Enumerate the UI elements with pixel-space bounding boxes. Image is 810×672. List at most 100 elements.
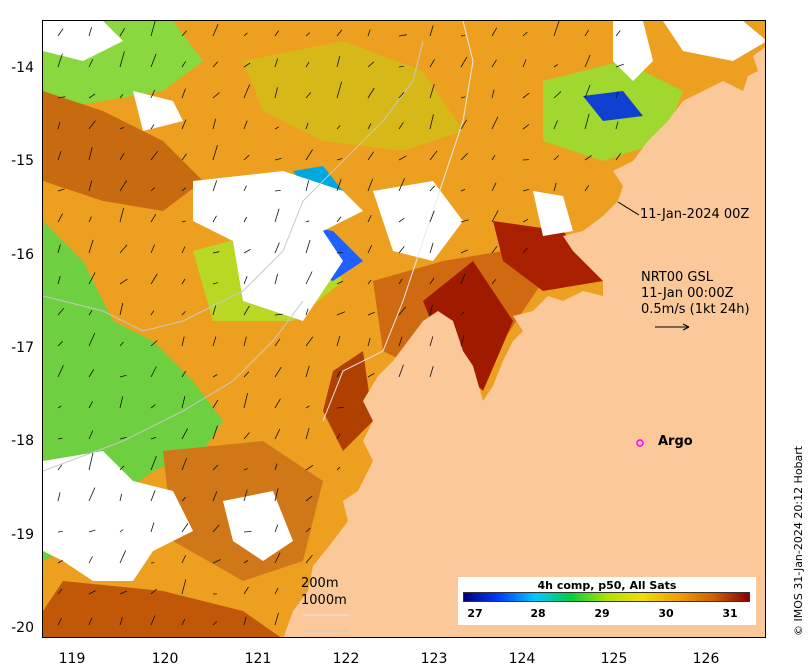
current-vector (243, 468, 248, 471)
current-vector (274, 313, 283, 316)
current-vector (88, 59, 94, 68)
current-vector (367, 178, 374, 192)
current-vector (553, 155, 559, 161)
argo-label: Argo (658, 434, 693, 449)
current-vector (274, 87, 278, 99)
sst-hot-coastal-2 (423, 261, 513, 391)
current-vector (243, 586, 249, 595)
current-vector (243, 216, 248, 223)
current-vector (57, 275, 61, 285)
current-vector (305, 122, 309, 130)
current-vector (522, 189, 530, 192)
sst-map (42, 20, 766, 638)
current-vector (274, 366, 282, 378)
current-vector (57, 151, 62, 161)
current-vector (274, 428, 281, 440)
current-vector (88, 332, 96, 347)
current-vector (212, 24, 219, 37)
current-vector (57, 188, 65, 192)
current-vector (615, 91, 619, 99)
current-vector (243, 154, 250, 161)
current-vector (584, 29, 589, 37)
current-vector (522, 59, 527, 68)
current-vector (274, 273, 279, 285)
current-vector (305, 554, 313, 564)
current-vector (150, 366, 157, 378)
current-vector (243, 62, 251, 68)
current-vector (150, 310, 155, 316)
current-vector (429, 114, 434, 130)
current-vector (212, 491, 218, 502)
current-vector (398, 217, 405, 223)
current-vector (88, 430, 94, 440)
current-vector (553, 120, 558, 130)
y-tick-label: -17 (11, 340, 34, 356)
current-vector (57, 341, 63, 347)
cloud-gap-4 (43, 451, 193, 581)
current-vector (305, 308, 309, 316)
current-vector (181, 88, 186, 99)
current-vector (274, 58, 278, 68)
current-vector (150, 588, 157, 595)
current-vector (212, 336, 217, 347)
current-vector (150, 273, 158, 285)
current-vector (522, 31, 528, 37)
current-vector (88, 401, 94, 409)
current-vector (181, 119, 187, 130)
y-tick-label: -14 (11, 60, 34, 76)
current-vector (88, 180, 93, 192)
current-vector (181, 61, 187, 68)
current-vector (181, 396, 186, 409)
current-vector (119, 437, 127, 440)
current-vector (336, 433, 341, 440)
current-vector (243, 489, 248, 502)
current-vector (243, 371, 250, 378)
current-vector (336, 178, 342, 192)
current-vector (57, 365, 64, 378)
current-vector (367, 215, 372, 223)
current-vector (398, 34, 407, 37)
current-vector (274, 463, 278, 471)
x-tick-label: 121 (244, 651, 272, 667)
current-vector (553, 182, 557, 192)
current-vector (460, 35, 466, 37)
timestamp-pointer (617, 201, 640, 216)
current-vector (119, 374, 127, 378)
current-vector (491, 27, 498, 37)
current-vector (615, 121, 619, 130)
current-vector (429, 25, 434, 37)
current-vector (119, 465, 125, 471)
current-vector (305, 336, 314, 347)
current-vector (274, 552, 281, 564)
current-vector (212, 92, 220, 99)
current-vector (429, 59, 435, 68)
current-vector (305, 271, 313, 285)
colorbar-tick: 28 (530, 607, 546, 620)
current-vector (150, 244, 155, 254)
colorbar-tick: 29 (594, 607, 610, 620)
cloud-gap-6 (663, 21, 765, 61)
current-vector (460, 56, 468, 68)
argo-float-marker (636, 439, 644, 447)
current-vector (367, 87, 375, 99)
y-tick-label: -20 (11, 620, 34, 636)
sst-warm-west (43, 91, 203, 211)
current-vector (367, 123, 372, 130)
current-vector (367, 372, 375, 378)
current-vector (584, 54, 591, 68)
current-vector (150, 436, 157, 440)
current-vector (150, 490, 156, 502)
current-vector (460, 311, 465, 316)
current-vector (243, 560, 249, 564)
current-vector (119, 617, 123, 626)
current-vector (57, 122, 61, 130)
current-vector (119, 493, 123, 502)
current-vector (491, 210, 499, 223)
current-vector (150, 456, 157, 471)
current-vector (305, 405, 310, 409)
current-vector (305, 92, 312, 99)
contour-1000m-south (43, 300, 304, 472)
current-vector (119, 94, 124, 99)
current-vector (460, 96, 466, 99)
current-vector (336, 311, 346, 316)
